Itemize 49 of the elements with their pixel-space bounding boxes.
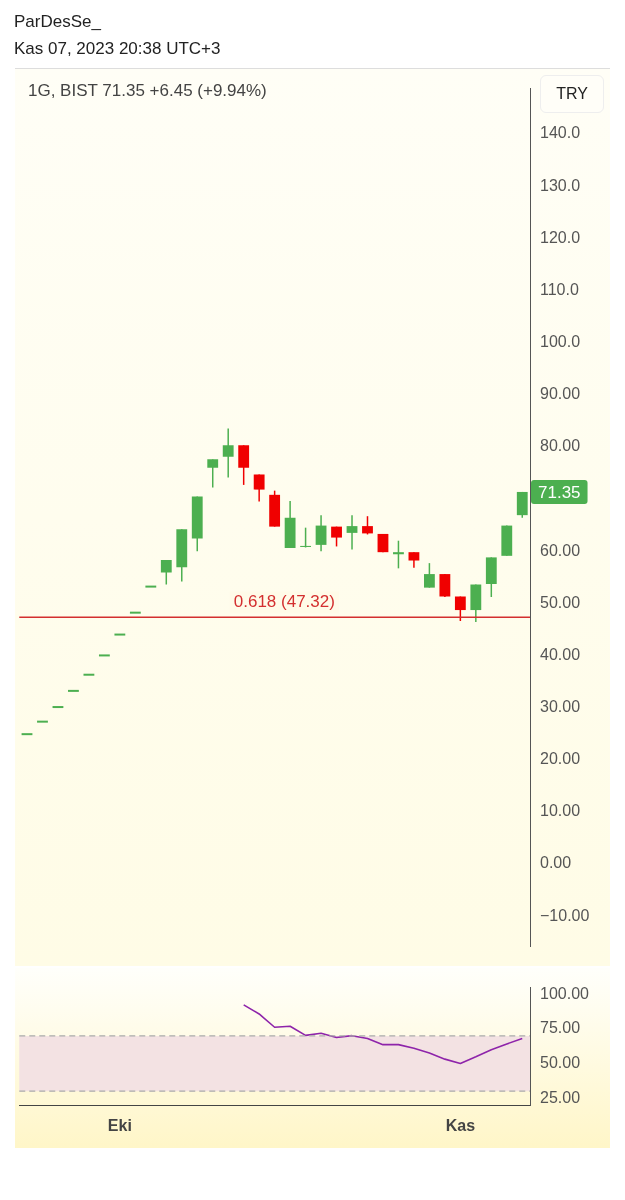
text: Kas 07, 2023 20:38 UTC+3 [14, 38, 221, 60]
text: 71.35 [538, 482, 581, 502]
candlestick [21, 733, 33, 736]
candlestick [454, 595, 466, 622]
y-tick-label: 130.0 [540, 176, 581, 194]
candlestick [516, 491, 528, 519]
candlestick [423, 562, 435, 589]
candlestick [393, 539, 404, 570]
y-tick-label: 40.00 [540, 645, 581, 663]
y-tick-label: 90.00 [540, 385, 581, 403]
candlestick [207, 458, 219, 489]
candlestick [300, 526, 311, 549]
y-tick-label: 20.00 [540, 750, 581, 768]
y-tick-label: 50.00 [540, 593, 581, 611]
candlestick [362, 515, 373, 536]
y-tick-label: 25.00 [540, 1088, 581, 1106]
y-tick-label: 140.0 [540, 124, 581, 142]
chart-title: 1G, BIST 71.35 +6.45 (+9.94%) [28, 81, 267, 101]
y-tick-label: 60.00 [540, 541, 581, 559]
y-tick-label: −10.00 [540, 906, 590, 924]
x-tick-label: Kas [445, 1117, 476, 1135]
y-tick-label: 30.00 [540, 697, 581, 715]
candlestick [68, 689, 79, 692]
candlestick [315, 514, 327, 552]
y-tick-label: 0.00 [540, 854, 572, 872]
candlestick [346, 514, 358, 551]
candlestick [37, 720, 48, 723]
ref-line-label: 0.618 (47.32) [233, 592, 335, 612]
candlestick [145, 585, 157, 588]
candlestick [222, 427, 234, 479]
y-tick-label: 120.0 [540, 228, 581, 246]
x-tick-label: Eki [107, 1117, 132, 1135]
candlestick [83, 673, 95, 676]
candlestick [52, 706, 64, 709]
text: ParDesSe_ [14, 11, 102, 33]
y-tick-label: 100.00 [540, 984, 590, 1002]
y-tick-label: 10.00 [540, 802, 581, 820]
candlestick [160, 559, 172, 586]
candlestick [98, 654, 110, 657]
candlestick [253, 473, 265, 503]
candlestick [114, 633, 126, 636]
y-tick-label: 100.0 [540, 332, 581, 350]
text: TRY [540, 75, 604, 113]
y-tick-label: 80.00 [540, 437, 581, 455]
y-tick-label: 50.00 [540, 1053, 581, 1071]
y-tick-label: 75.00 [540, 1019, 581, 1037]
y-tick-label: 110.0 [540, 280, 579, 298]
candlestick [129, 611, 141, 614]
candlestick [238, 444, 250, 486]
